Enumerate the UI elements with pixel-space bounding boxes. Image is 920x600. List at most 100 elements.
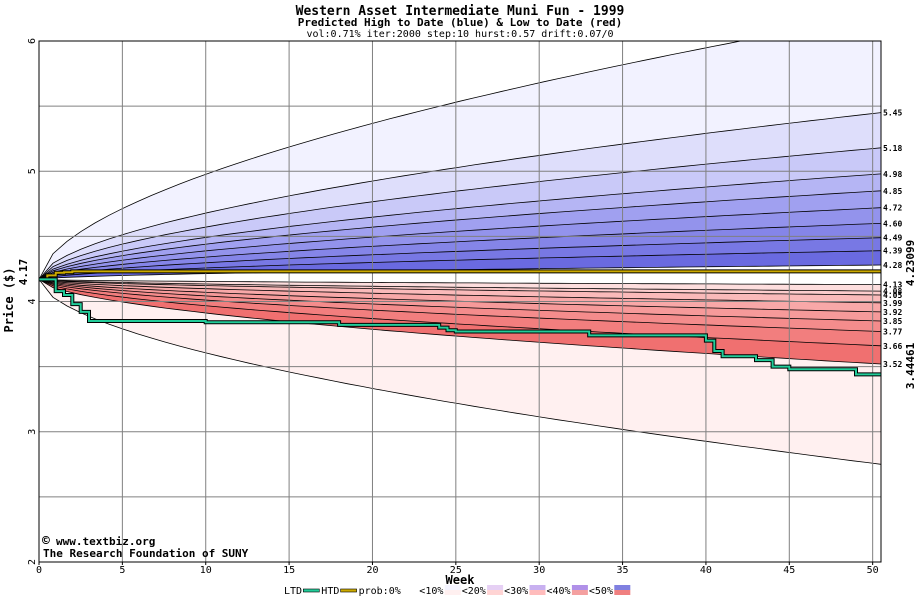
- legend-item-5: <30%: [504, 586, 528, 597]
- low-quantile-line-2: [39, 279, 881, 292]
- x-tick-label: 0: [36, 565, 42, 576]
- high-quantile-line-4: [39, 190, 881, 280]
- legend-swatch-high-7: [614, 585, 631, 590]
- band-group: [39, 41, 881, 562]
- low-quantile-label: 4.05: [883, 291, 902, 300]
- high-quantile-line-1: [39, 112, 881, 280]
- legend-swatch-high-4: [487, 585, 504, 590]
- y-tick-label: 5: [27, 168, 38, 174]
- axes: 0 5 10 15 20 25 30 35 40 45 50234565.455.184.984.8…: [27, 38, 902, 576]
- legend-swatch-ltd: [302, 588, 320, 593]
- watermark-org: The Research Foundation of SUNY: [43, 547, 249, 560]
- high-quantile-line-0: [39, 41, 743, 280]
- legend-item-0: LTD: [284, 586, 302, 597]
- high-quantile-line-3: [39, 173, 881, 280]
- y-tick-label: 2: [27, 559, 38, 565]
- chart-params: vol:0.71% iter:2000 step:10 hurst:0.57 d…: [306, 29, 613, 40]
- x-tick-label: 10: [200, 565, 212, 576]
- low-quantile-label: 3.52: [883, 360, 902, 369]
- high-quantile-label: 4.72: [883, 204, 902, 213]
- x-tick-label: 20: [366, 565, 378, 576]
- y-tick-label: 6: [27, 38, 38, 44]
- low-quantile-line-4: [39, 279, 881, 304]
- ltd-final-label: 3.44461: [904, 342, 917, 389]
- legend-item-4: <20%: [462, 586, 486, 597]
- chart-subtitle: Predicted High to Date (blue) & Low to D…: [298, 16, 623, 29]
- low-quantile-line-3: [39, 279, 881, 296]
- legend-swatch-low-3: [444, 590, 461, 595]
- high-band-3: [39, 173, 881, 280]
- legend-item-7: <50%: [589, 586, 613, 597]
- high-quantile-label: 4.60: [883, 219, 902, 228]
- low-band-6: [39, 279, 881, 332]
- legend-swatch-htd: [340, 588, 357, 593]
- low-quantile-label: 3.77: [883, 327, 902, 336]
- high-quantile-label: 4.85: [883, 187, 902, 196]
- high-quantile-label: 5.18: [883, 144, 902, 153]
- low-quantile-line-1: [39, 279, 881, 285]
- y-tick-label: 4: [27, 298, 38, 304]
- high-quantile-label: 4.28: [883, 261, 902, 270]
- high-quantile-line-5: [39, 207, 881, 280]
- legend-swatch-low-6: [571, 590, 588, 595]
- high-band-4: [39, 190, 881, 280]
- low-quantile-label: 3.85: [883, 317, 902, 326]
- high-quantile-label: 4.39: [883, 247, 902, 256]
- low-quantile-label: 3.92: [883, 308, 902, 317]
- low-band-1: [39, 279, 881, 292]
- x-tick-label: 15: [283, 565, 295, 576]
- low-quantile-line-0: [39, 279, 881, 465]
- legend-item-6: <40%: [547, 586, 571, 597]
- low-quantile-line-8: [39, 279, 881, 347]
- legend-swatch-low-4: [487, 590, 504, 595]
- y-tick-label: 3: [27, 429, 38, 435]
- low-quantile-label: 3.99: [883, 299, 902, 308]
- y-axis-label: Price ($): [2, 267, 16, 332]
- high-band-0: [39, 41, 881, 280]
- watermark-url: www.textbiz.org: [56, 535, 155, 548]
- low-quantile-label: 4.08: [883, 287, 902, 296]
- x-tick-label: 45: [783, 565, 795, 576]
- high-quantile-line-7: [39, 237, 881, 280]
- low-band-4: [39, 279, 881, 312]
- high-band-6: [39, 223, 881, 280]
- legend-swatch-high-2: [402, 585, 419, 590]
- low-quantile-label: 4.13: [883, 281, 902, 290]
- plot-area: [39, 41, 881, 562]
- legend-item-3: <10%: [419, 586, 443, 597]
- chart-title: Western Asset Intermediate Muni Fun - 19…: [296, 4, 625, 19]
- x-tick-label: 35: [617, 565, 629, 576]
- low-band-7: [39, 279, 881, 346]
- x-tick-label: 50: [867, 565, 879, 576]
- legend-swatch-high-3: [444, 585, 461, 590]
- high-quantile-label: 4.49: [883, 234, 902, 243]
- high-quantile-line-8: [39, 250, 881, 280]
- low-quantile-line-6: [39, 279, 881, 322]
- high-band-7: [39, 237, 881, 280]
- high-quantile-label: 5.45: [883, 109, 902, 118]
- high-quantile-label: 4.98: [883, 170, 902, 179]
- low-band-8: [39, 279, 881, 364]
- low-band-2: [39, 279, 881, 295]
- low-band-5: [39, 279, 881, 321]
- legend-item-1: HTD: [321, 586, 339, 597]
- x-tick-label: 30: [533, 565, 545, 576]
- legend-swatch-high-6: [571, 585, 588, 590]
- high-band-2: [39, 147, 881, 280]
- x-tick-label: 25: [450, 565, 462, 576]
- legend-swatch-low-7: [614, 590, 631, 595]
- x-axis-label: Week: [446, 573, 476, 587]
- ltd-series-line: [39, 278, 881, 376]
- high-quantile-line-6: [39, 223, 881, 280]
- legend-swatch-low-2: [402, 590, 419, 595]
- low-quantile-label: 3.66: [883, 342, 902, 351]
- htd-final-label: 4.23099: [904, 240, 917, 286]
- low-quantile-line-7: [39, 279, 881, 332]
- plot-frame: [38, 40, 882, 563]
- x-tick-label: 5: [119, 565, 125, 576]
- legend: LTD HTD prob:0% <10% <20% <30% <40% <50%: [284, 585, 631, 597]
- high-quantile-line-2: [39, 147, 881, 280]
- high-band-1: [39, 112, 881, 280]
- legend-swatch-high-5: [529, 585, 546, 590]
